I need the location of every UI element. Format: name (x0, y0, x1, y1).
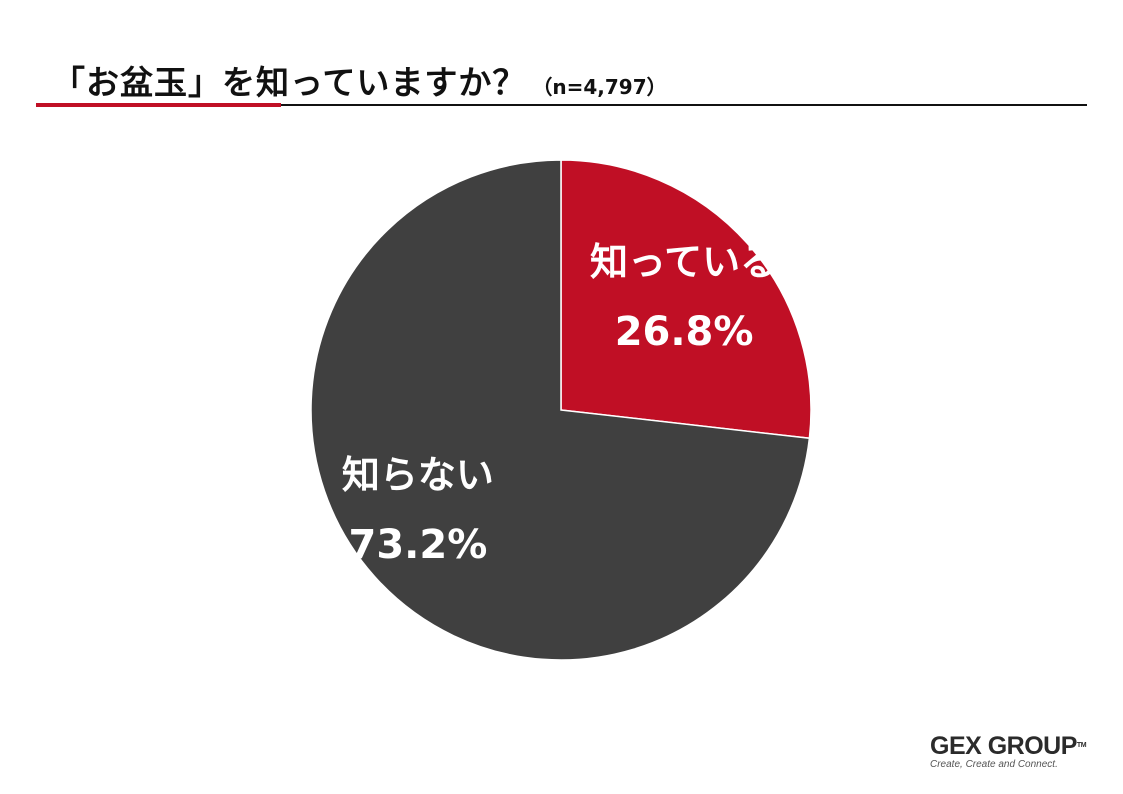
title-underline-accent (36, 103, 281, 107)
chart-title: 「お盆玉」を知っていますか？ （n=4,797） (52, 56, 667, 104)
pie-slice-dont-know (310, 159, 811, 661)
title-underline (36, 104, 1087, 106)
chart-title-main: 「お盆玉」を知っていますか？ (52, 63, 527, 102)
logo-tagline: Create, Create and Connect. (930, 759, 1058, 770)
sample-size: （n=4,797） (532, 75, 667, 99)
gex-group-logo: GEX GROUPTM Create, Create and Connect. (930, 733, 1090, 770)
slice-value-know: 26.8% (615, 309, 754, 355)
slice-value-dont-know: 73.2% (349, 522, 488, 568)
slice-label-dont-know: 知らない (342, 453, 494, 497)
pie-slice-know (560, 159, 812, 440)
logo-brand: GEX GROUPTM (930, 732, 1087, 760)
slice-label-know: 知っている (590, 240, 778, 284)
